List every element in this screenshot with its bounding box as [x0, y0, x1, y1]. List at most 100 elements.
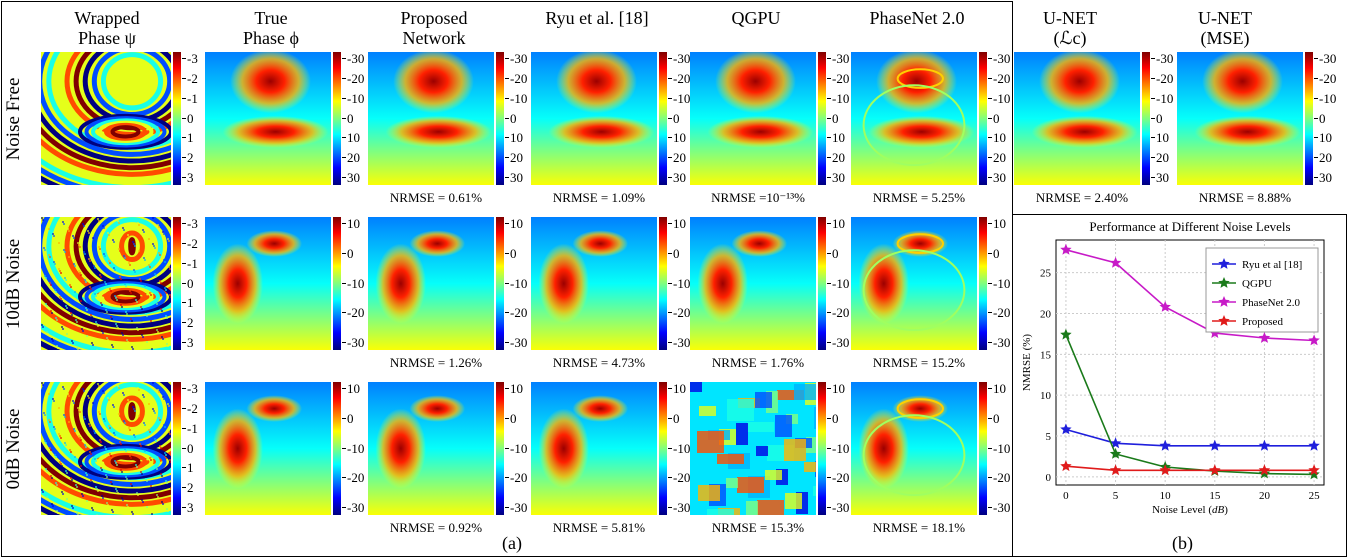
nrmse-label: NRMSE = 8.88% — [1198, 190, 1292, 205]
column-title: PhaseNet 2.0 — [869, 8, 965, 28]
colorbar — [818, 217, 826, 350]
x-tick-label: 10 — [1160, 490, 1172, 502]
colorbar-tick-label: -20 — [667, 470, 691, 486]
colorbar-tick-label: 1 — [182, 295, 194, 311]
colorbar-tick-label: -30 — [1313, 51, 1337, 66]
colorbar — [333, 52, 341, 185]
x-tick-label: 5 — [1113, 490, 1119, 502]
colorbar-tick-label: 0 — [668, 410, 680, 426]
colorbar-tick-label: -2 — [182, 400, 198, 416]
colorbar-tick-label: 10 — [988, 381, 1006, 396]
colorbar-tick-label: 0 — [342, 110, 354, 126]
colorbar — [496, 382, 504, 515]
row-label: 0dB Noise — [3, 408, 24, 489]
legend-label: Proposed — [1242, 316, 1283, 328]
phase-map-image — [368, 217, 494, 350]
phase-map-image — [690, 382, 816, 515]
y-tick-label: 5 — [1046, 431, 1052, 443]
phase-map-image — [531, 382, 657, 515]
phase-map-image — [205, 382, 331, 515]
colorbar — [979, 382, 987, 515]
data-point-marker — [1218, 296, 1230, 307]
data-point-marker — [1308, 464, 1320, 476]
colorbar-tick-label: 0 — [342, 245, 354, 261]
colorbar-tick-label: -10 — [504, 275, 528, 291]
data-point-marker — [1258, 439, 1271, 451]
colorbar-tick-label: 20 — [1151, 150, 1169, 166]
colorbar — [173, 382, 181, 515]
legend-label: PhaseNet 2.0 — [1242, 297, 1301, 309]
colorbar-tick-label: 0 — [988, 410, 1000, 426]
y-tick-label: 0 — [1046, 472, 1052, 484]
colorbar-tick-label: -20 — [987, 305, 1011, 321]
series-line — [1065, 428, 1315, 447]
colorbar-tick-label: 20 — [1314, 150, 1332, 166]
colorbar-tick-label: 10 — [668, 381, 686, 396]
colorbar-tick-label: 10 — [505, 381, 523, 396]
nrmse-label: NRMSE = 0.61% — [389, 190, 483, 205]
colorbar-tick-label: 20 — [827, 150, 845, 166]
colorbar-tick-label: 10 — [342, 216, 360, 231]
colorbar-tick-label: 10 — [988, 216, 1006, 231]
nrmse-label: NRMSE = 5.81% — [552, 520, 646, 535]
colorbar-tick-label: 10 — [827, 130, 845, 146]
colorbar-tick-label: -3 — [182, 216, 198, 231]
data-point-marker — [1159, 464, 1171, 476]
colorbar-tick-label: -30 — [667, 500, 691, 515]
colorbar-tick-label: -20 — [1313, 70, 1337, 86]
x-tick-label: 0 — [1063, 490, 1069, 502]
colorbar-tick-label: -20 — [667, 305, 691, 321]
nrmse-label: NRMSE = 1.76% — [711, 355, 805, 370]
colorbar-tick-label: 0 — [505, 410, 517, 426]
colorbar-tick-label: -30 — [826, 51, 850, 66]
nrmse-label: NRMSE = 5.25% — [872, 190, 966, 205]
colorbar-tick-label: -10 — [1150, 90, 1174, 106]
nrmse-label: NRMSE = 1.26% — [389, 355, 483, 370]
phase-map-image — [205, 217, 331, 350]
colorbar-tick-label: -20 — [504, 70, 528, 86]
data-point-marker — [1218, 315, 1230, 326]
data-point-marker — [1109, 256, 1122, 268]
colorbar-tick-label: -10 — [341, 275, 365, 291]
colorbar-tick-label: 2 — [182, 480, 194, 496]
colorbar-tick-label: -30 — [504, 51, 528, 66]
colorbar-tick-label: 30 — [988, 170, 1006, 185]
colorbar-tick-label: 0 — [827, 245, 839, 261]
series-line — [1065, 465, 1315, 472]
data-point-marker — [1109, 448, 1122, 459]
data-point-marker — [1209, 464, 1221, 476]
x-tick-label: 25 — [1309, 490, 1321, 502]
colorbar-tick-label: -30 — [826, 500, 850, 515]
x-axis-label: Noise Level (dB) — [1152, 504, 1228, 516]
column-title: U-NET (ℒc) — [1043, 8, 1097, 48]
y-axis-label: NMRSE (%) — [1021, 334, 1033, 391]
colorbar — [496, 52, 504, 185]
colorbar-tick-label: -10 — [1313, 90, 1337, 106]
colorbar — [1142, 52, 1150, 185]
colorbar-tick-label: -30 — [341, 335, 365, 350]
colorbar-tick-label: 3 — [182, 335, 194, 350]
colorbar-tick-label: -30 — [826, 335, 850, 350]
colorbar-tick-label: -20 — [341, 70, 365, 86]
colorbar-tick-label: 10 — [827, 381, 845, 396]
colorbar-tick-label: -10 — [987, 440, 1011, 456]
phase-map-image — [690, 52, 816, 185]
colorbar-tick-label: -20 — [826, 305, 850, 321]
colorbar-tick-label: 1 — [182, 130, 194, 146]
colorbar-tick-label: 30 — [668, 170, 686, 185]
column-title: Ryu et al. [18] — [545, 8, 649, 28]
colorbar-tick-label: -10 — [826, 275, 850, 291]
colorbar — [659, 382, 667, 515]
colorbar-tick-label: -30 — [341, 51, 365, 66]
colorbar-tick-label: 20 — [988, 150, 1006, 166]
colorbar — [979, 217, 987, 350]
y-tick-label: 10 — [1040, 390, 1052, 402]
phase-map-image — [690, 217, 816, 350]
data-point-marker — [1159, 439, 1171, 451]
colorbar-tick-label: -20 — [341, 470, 365, 486]
colorbar — [496, 217, 504, 350]
colorbar — [173, 217, 181, 350]
nrmse-label: NRMSE = 1.09% — [552, 190, 646, 205]
colorbar-tick-label: -2 — [182, 235, 198, 251]
